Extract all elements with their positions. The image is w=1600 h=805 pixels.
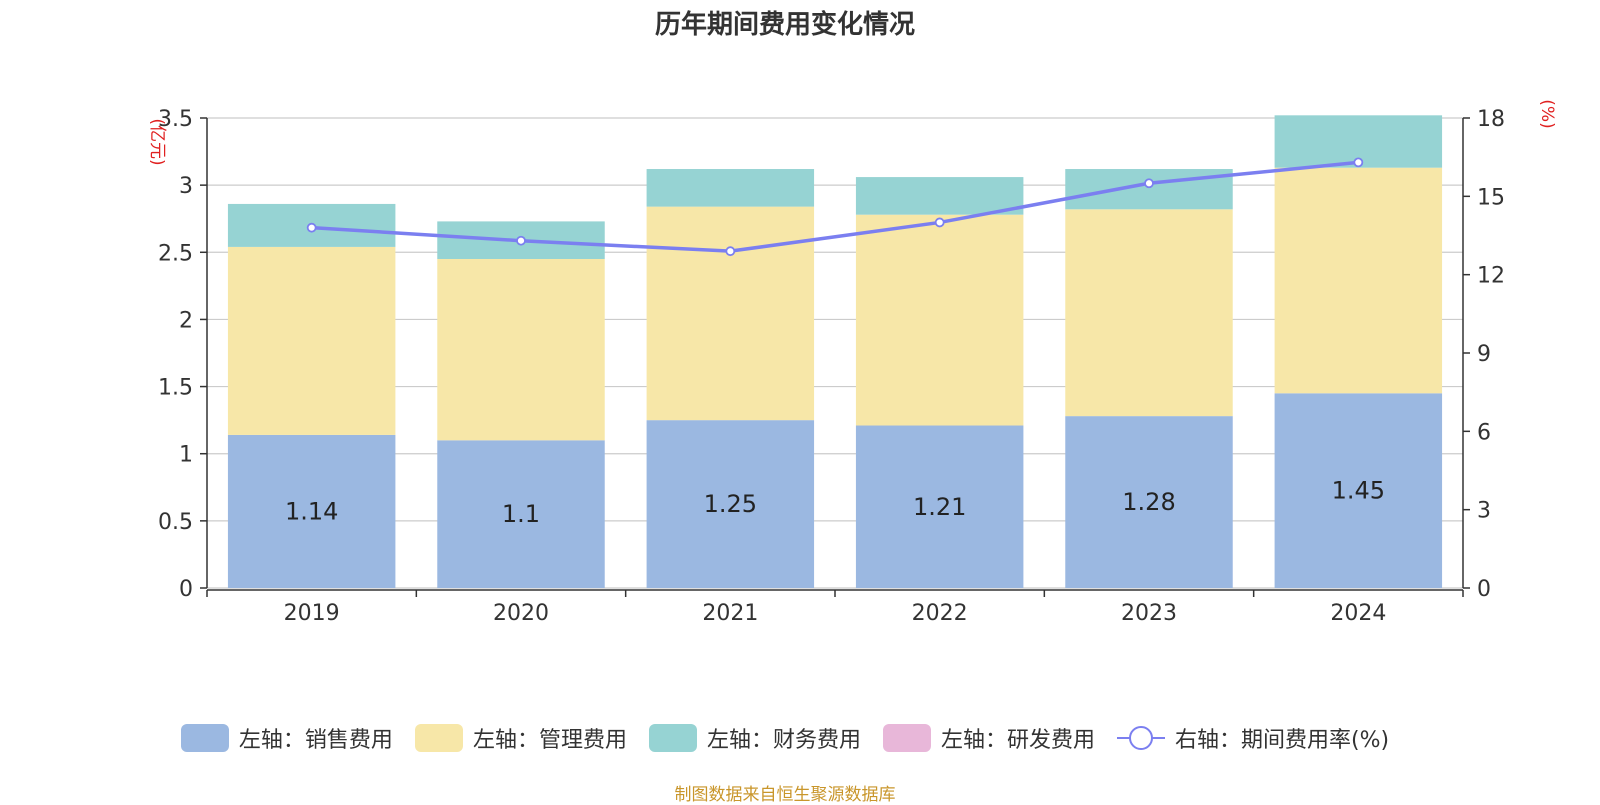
legend-item-finance-expense[interactable]: 左轴：财务费用 [648, 722, 861, 754]
legend-swatch-admin [414, 724, 463, 752]
x-tick-label: 2023 [1121, 601, 1177, 626]
x-tick-label: 2022 [912, 601, 968, 626]
x-tick-label: 2021 [702, 601, 758, 626]
left-tick-label: 1 [179, 443, 193, 468]
right-tick-label: 12 [1477, 264, 1505, 289]
right-tick-label: 6 [1477, 420, 1491, 445]
legend-swatch-rd [882, 724, 931, 752]
bar-segment [855, 214, 1024, 426]
rate-line [311, 160, 1359, 253]
legend-swatch-finance [648, 724, 697, 752]
left-tick-label: 2.5 [158, 241, 193, 266]
x-tick-label: 2024 [1330, 601, 1386, 626]
right-tick-label: 9 [1477, 342, 1491, 367]
right-tick-label: 15 [1477, 185, 1505, 210]
legend-item-rd-expense[interactable]: 左轴：研发费用 [882, 722, 1095, 754]
x-tick-label: 2020 [493, 601, 549, 626]
right-tick-label: 3 [1477, 499, 1491, 524]
chart-canvas: (亿元) (%) 1.14 1.1 1.25 1.21 1.28 1.45 0 0.5 1 1.5… [147, 99, 1557, 626]
legend-swatch-sales [180, 724, 229, 752]
data-label: 1.14 [285, 497, 338, 525]
data-source-note: 制图数据来自恒生聚源数据库 [674, 785, 896, 805]
legend-label: 左轴：销售费用 [238, 728, 393, 753]
left-tick-label: 0.5 [158, 510, 193, 535]
rate-point [516, 235, 526, 246]
bar-segment [437, 259, 605, 441]
bar-segment [855, 177, 1024, 215]
left-axis-unit-label: (亿元) [147, 118, 167, 165]
bar-segment [1065, 169, 1233, 210]
rate-point [725, 246, 736, 257]
bar-segment [1274, 167, 1443, 394]
left-tick-label: 3 [179, 174, 193, 199]
legend-item-expense-rate[interactable]: 右轴：期间费用率(%) [1116, 722, 1390, 754]
legend-label: 左轴：财务费用 [706, 728, 861, 753]
left-tick-label: 3.5 [158, 107, 193, 132]
left-tick-label: 1.5 [158, 376, 193, 401]
data-label: 1.1 [502, 500, 540, 528]
left-tick-label: 0 [179, 577, 193, 602]
data-label: 1.45 [1332, 477, 1385, 505]
bar-segment [646, 169, 815, 207]
right-axis-unit-label: (%) [1537, 99, 1557, 128]
legend-item-sales-expense[interactable]: 左轴：销售费用 [180, 722, 393, 754]
bar-segment [227, 434, 396, 588]
rate-point [306, 222, 317, 233]
bar-segment [855, 425, 1024, 588]
bar-segment [646, 420, 815, 588]
bar-segment [227, 246, 396, 435]
legend-label: 左轴：管理费用 [472, 728, 627, 753]
rate-point [934, 217, 945, 228]
legend-label: 左轴：研发费用 [940, 728, 1095, 753]
bar-segment [1274, 393, 1443, 588]
right-tick-label: 0 [1477, 577, 1491, 602]
right-tick-label: 18 [1477, 107, 1505, 132]
left-tick-label: 2 [179, 308, 193, 333]
data-label: 1.21 [913, 493, 966, 521]
legend-swatch-rate-line [1116, 724, 1165, 752]
bar-segment [1065, 416, 1233, 588]
bar-segment [437, 440, 605, 588]
legend-label: 右轴：期间费用率(%) [1174, 728, 1390, 753]
rate-point [1353, 157, 1364, 168]
bar-segment [646, 206, 815, 421]
chart-title: 历年期间费用变化情况 [654, 10, 915, 40]
chart-legend: 左轴：销售费用 左轴：管理费用 左轴：财务费用 左轴：研发费用 右轴：期间费用率… [0, 722, 1570, 754]
x-tick-label: 2019 [284, 601, 340, 626]
bar-segment [1065, 209, 1233, 417]
legend-item-admin-expense[interactable]: 左轴：管理费用 [414, 722, 627, 754]
data-label: 1.28 [1122, 488, 1175, 516]
rate-point [1144, 178, 1154, 189]
data-label: 1.25 [704, 490, 757, 518]
